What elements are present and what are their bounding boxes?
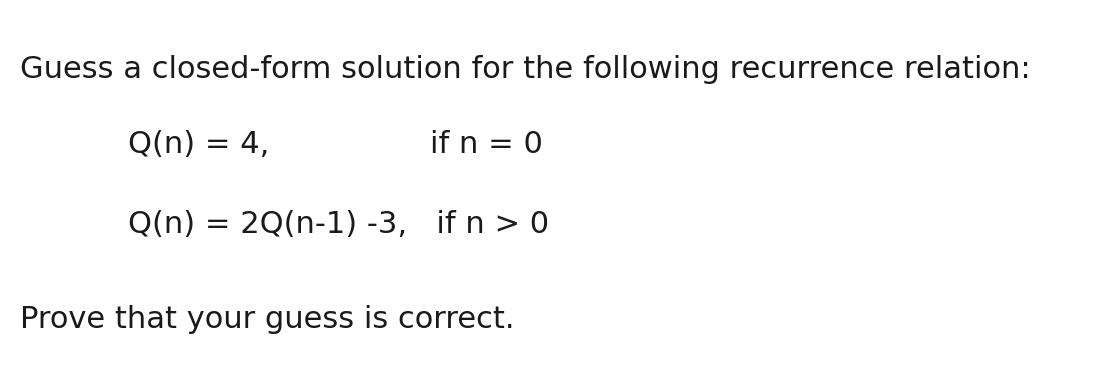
Text: Prove that your guess is correct.: Prove that your guess is correct. bbox=[20, 305, 514, 334]
Text: Q(n) = 2Q(n-1) -3,   if n > 0: Q(n) = 2Q(n-1) -3, if n > 0 bbox=[127, 210, 549, 239]
Text: Q(n) = 4,: Q(n) = 4, bbox=[127, 130, 269, 159]
Text: if n = 0: if n = 0 bbox=[430, 130, 543, 159]
Text: Guess a closed-form solution for the following recurrence relation:: Guess a closed-form solution for the fol… bbox=[20, 55, 1031, 84]
